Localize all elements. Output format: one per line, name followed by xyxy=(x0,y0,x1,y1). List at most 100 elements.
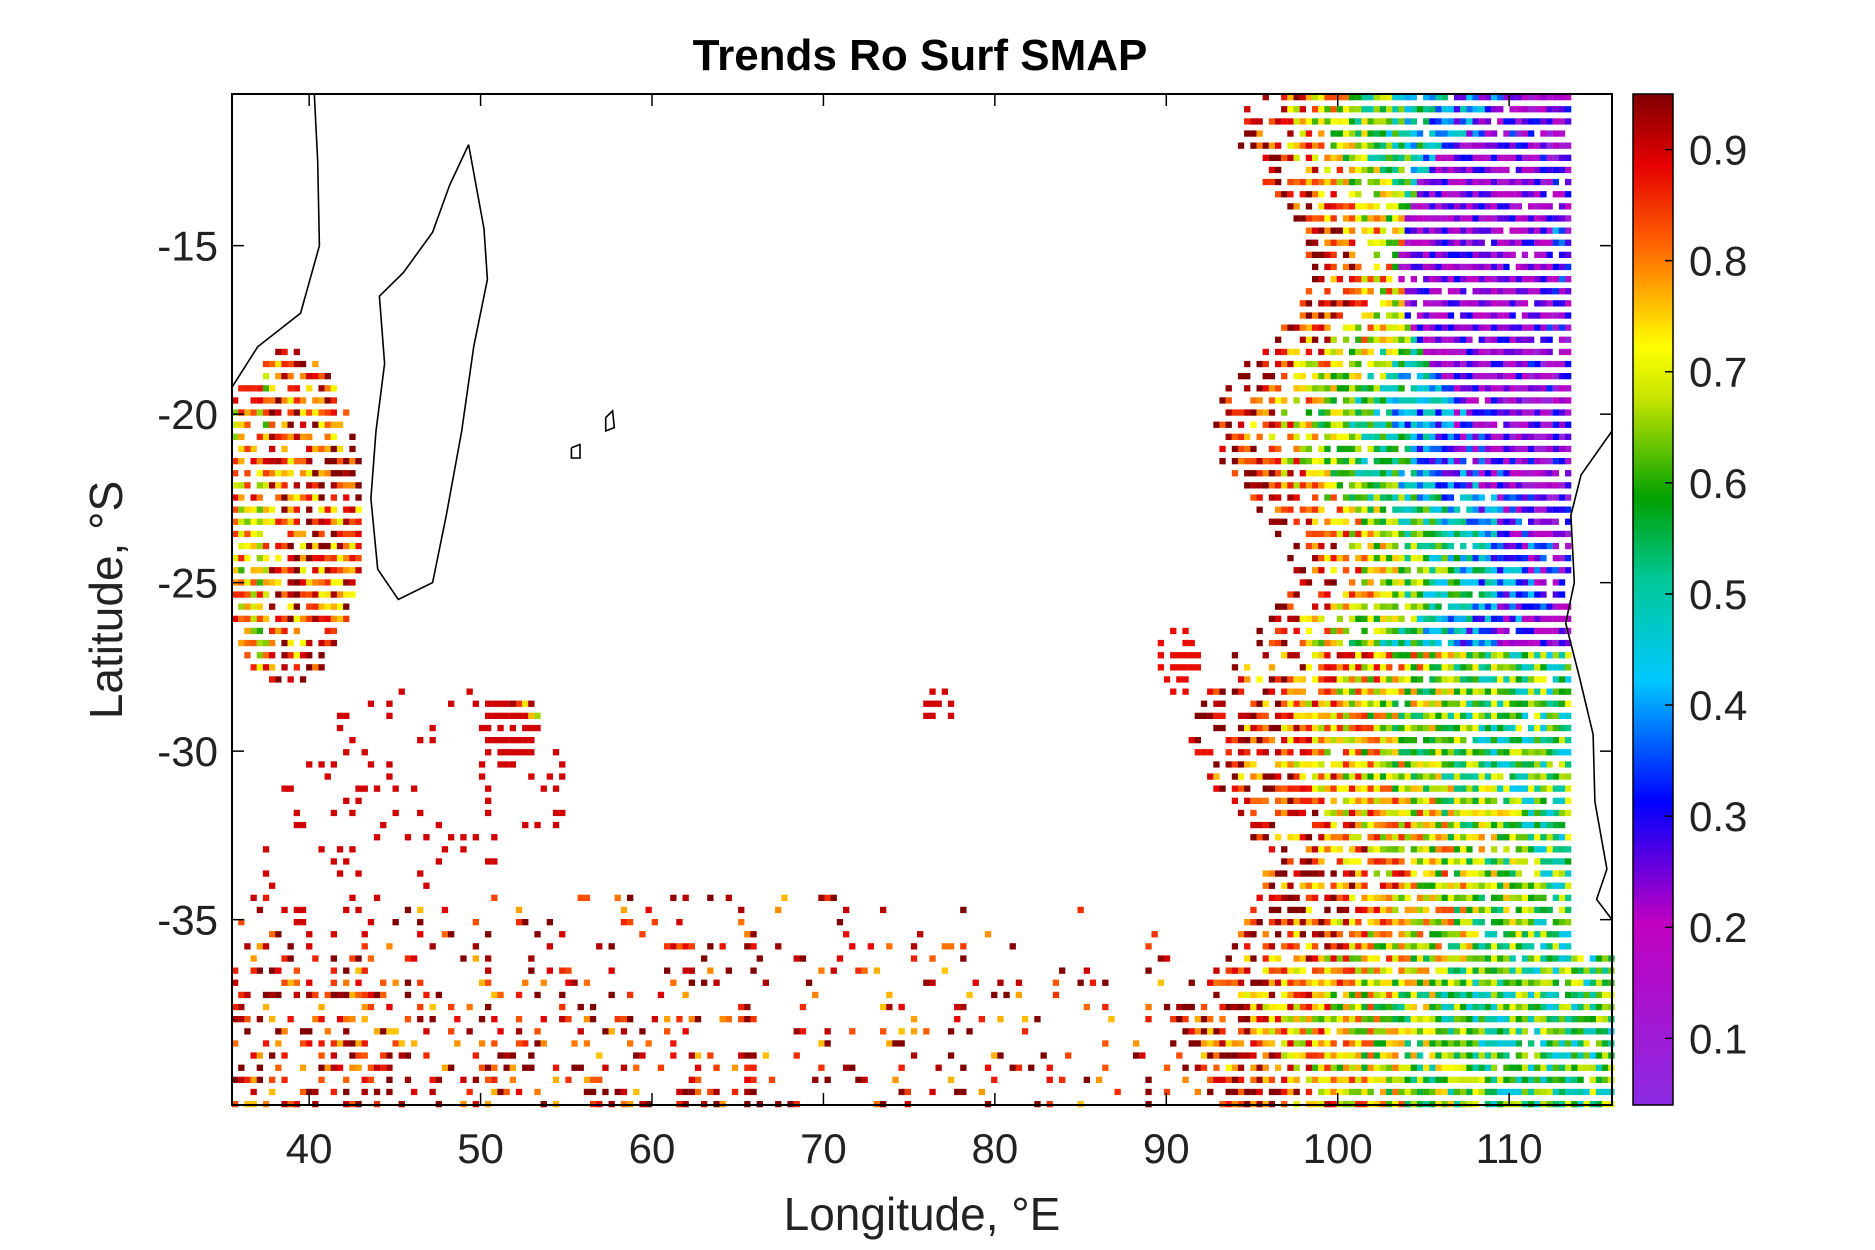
heatmap-cell xyxy=(1460,166,1467,174)
heatmap-cell xyxy=(1410,360,1417,368)
heatmap-cell xyxy=(1361,409,1368,416)
heatmap-cell xyxy=(1497,324,1504,331)
heatmap-cell xyxy=(1410,882,1417,889)
heatmap-cell xyxy=(1392,445,1399,453)
heatmap-cell xyxy=(269,567,276,574)
heatmap-cell xyxy=(1521,688,1529,695)
heatmap-cell xyxy=(367,955,375,962)
heatmap-cell xyxy=(1416,712,1424,719)
heatmap-cell xyxy=(429,737,436,744)
heatmap-cell xyxy=(361,1076,368,1083)
heatmap-cell xyxy=(1472,94,1479,101)
heatmap-cell xyxy=(1114,1088,1121,1096)
heatmap-cell xyxy=(1546,943,1553,950)
heatmap-cell xyxy=(1491,373,1498,380)
heatmap-cell xyxy=(1398,858,1405,865)
heatmap-cell xyxy=(744,943,751,950)
heatmap-cell xyxy=(1367,894,1374,901)
heatmap-cell xyxy=(1312,700,1319,707)
heatmap-cell xyxy=(1453,676,1461,683)
heatmap-cell xyxy=(1281,991,1288,999)
heatmap-cell xyxy=(1540,409,1547,416)
heatmap-cell xyxy=(1349,931,1356,938)
heatmap-cell xyxy=(1515,470,1522,477)
heatmap-cell xyxy=(1472,712,1479,719)
heatmap-cell xyxy=(1429,1028,1436,1035)
heatmap-cell xyxy=(1515,385,1522,392)
heatmap-cell xyxy=(1299,579,1306,586)
heatmap-cell xyxy=(1472,433,1479,440)
heatmap-cell xyxy=(1355,1088,1362,1096)
heatmap-cell xyxy=(1416,458,1424,465)
heatmap-cell xyxy=(1237,809,1245,817)
heatmap-cell xyxy=(330,967,337,974)
heatmap-cell xyxy=(1410,397,1417,404)
heatmap-cell xyxy=(1330,239,1337,246)
heatmap-cell xyxy=(1472,506,1479,513)
heatmap-cell xyxy=(343,906,350,914)
heatmap-cell xyxy=(262,579,270,586)
heatmap-cell xyxy=(1534,846,1541,853)
heatmap-cell xyxy=(1540,894,1547,901)
heatmap-cell xyxy=(1336,94,1343,101)
heatmap-cell xyxy=(1416,761,1424,768)
heatmap-cell xyxy=(1540,846,1547,853)
heatmap-cell xyxy=(1472,118,1479,125)
heatmap-cell xyxy=(1509,894,1516,901)
heatmap-cell xyxy=(1429,470,1436,477)
heatmap-cell xyxy=(1225,1003,1232,1011)
heatmap-cell xyxy=(1361,749,1368,756)
heatmap-cell xyxy=(1268,421,1276,428)
heatmap-cell xyxy=(312,579,319,586)
heatmap-cell xyxy=(497,1088,504,1096)
heatmap-cell xyxy=(1237,373,1245,380)
heatmap-cell xyxy=(1299,130,1306,137)
heatmap-cell xyxy=(1472,809,1479,817)
heatmap-cell xyxy=(1287,154,1294,161)
heatmap-cell xyxy=(1466,373,1473,380)
heatmap-cell xyxy=(583,1040,591,1047)
heatmap-cell xyxy=(1521,603,1529,610)
heatmap-cell xyxy=(1379,797,1387,804)
heatmap-cell xyxy=(1336,166,1343,174)
heatmap-cell xyxy=(1318,712,1325,719)
heatmap-cell xyxy=(232,555,239,562)
heatmap-cell xyxy=(725,894,732,901)
heatmap-cell xyxy=(1546,530,1553,538)
heatmap-cell xyxy=(1558,106,1566,113)
heatmap-cell xyxy=(1491,555,1498,562)
heatmap-cell xyxy=(1429,1052,1436,1059)
heatmap-cell xyxy=(1423,288,1430,295)
heatmap-cell xyxy=(1244,1088,1251,1096)
heatmap-cell xyxy=(1373,203,1380,210)
heatmap-cell xyxy=(1478,506,1485,513)
heatmap-cell xyxy=(324,603,331,610)
heatmap-cell xyxy=(1373,470,1380,477)
heatmap-cell xyxy=(1330,688,1337,695)
heatmap-cell xyxy=(1293,737,1300,744)
heatmap-cell xyxy=(1244,991,1251,999)
heatmap-cell xyxy=(1392,215,1399,222)
heatmap-cell xyxy=(1293,1003,1300,1011)
heatmap-cell xyxy=(503,700,510,707)
heatmap-cell xyxy=(343,858,350,865)
heatmap-cell xyxy=(1503,955,1510,962)
heatmap-cell xyxy=(1312,1076,1319,1083)
heatmap-cell xyxy=(1429,1064,1436,1071)
heatmap-cell xyxy=(559,967,566,974)
heatmap-cell xyxy=(1515,1003,1522,1011)
heatmap-cell xyxy=(1478,130,1485,137)
heatmap-cell xyxy=(1528,1076,1535,1083)
heatmap-cell xyxy=(312,591,319,598)
heatmap-cell xyxy=(1515,591,1522,598)
heatmap-cell xyxy=(355,530,362,538)
heatmap-cell xyxy=(1503,785,1510,792)
heatmap-cell xyxy=(818,894,825,901)
heatmap-cell xyxy=(1379,1088,1387,1096)
heatmap-cell xyxy=(343,470,350,477)
heatmap-cell xyxy=(318,470,325,477)
heatmap-cell xyxy=(1484,555,1492,562)
heatmap-cell xyxy=(1244,1003,1251,1011)
heatmap-cell xyxy=(1324,518,1331,525)
heatmap-cell xyxy=(1398,627,1405,635)
